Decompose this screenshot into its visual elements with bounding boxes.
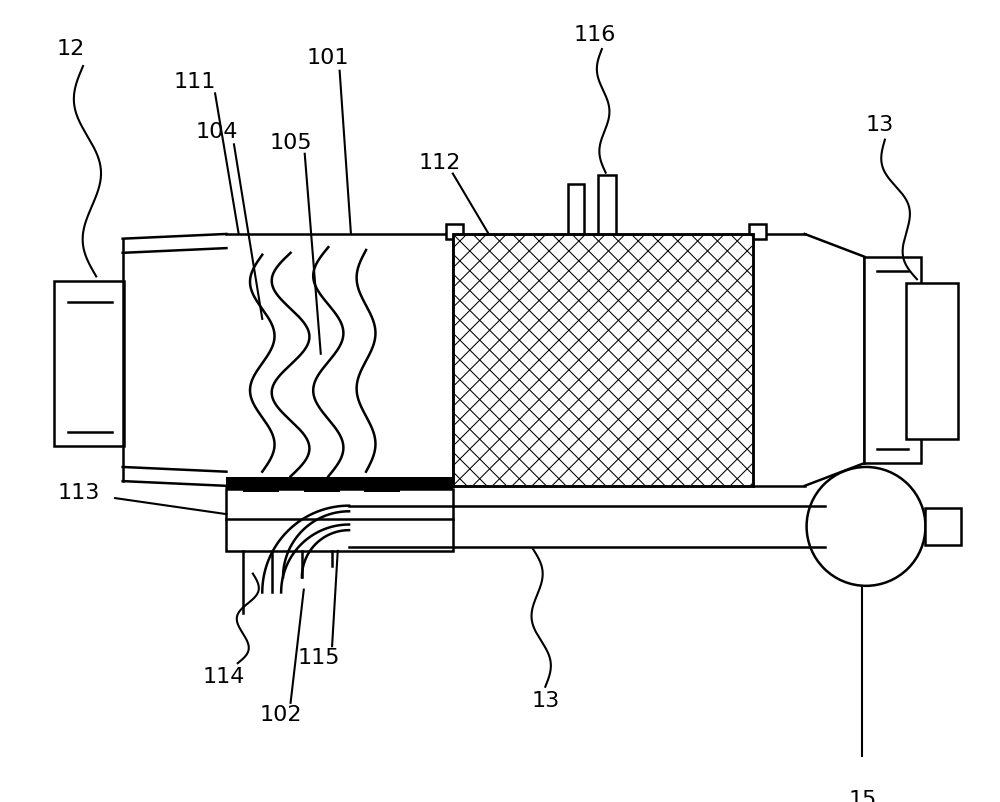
Bar <box>749 224 766 239</box>
Text: 105: 105 <box>269 133 312 153</box>
Text: 12: 12 <box>57 39 85 59</box>
Bar <box>364 485 400 492</box>
Bar <box>304 485 340 492</box>
Text: 102: 102 <box>260 705 302 725</box>
Bar <box>226 477 453 488</box>
Text: 13: 13 <box>866 115 894 135</box>
Bar <box>568 184 584 236</box>
Bar <box>598 175 616 236</box>
Bar <box>453 234 753 486</box>
Text: 115: 115 <box>298 649 340 669</box>
Text: 13: 13 <box>531 691 559 711</box>
Text: 112: 112 <box>418 153 461 173</box>
Bar <box>446 224 463 239</box>
Text: 101: 101 <box>307 48 350 68</box>
Text: 111: 111 <box>173 72 216 92</box>
Bar <box>864 257 921 464</box>
Bar <box>243 485 279 492</box>
Bar <box>906 283 958 439</box>
Text: 113: 113 <box>57 484 100 504</box>
Bar <box>54 282 124 446</box>
Bar <box>925 508 961 545</box>
Text: 15: 15 <box>848 790 876 802</box>
Bar <box>453 234 753 486</box>
Text: 114: 114 <box>202 667 245 687</box>
Text: 104: 104 <box>196 122 238 142</box>
Bar <box>226 488 453 551</box>
Text: 116: 116 <box>573 25 616 45</box>
